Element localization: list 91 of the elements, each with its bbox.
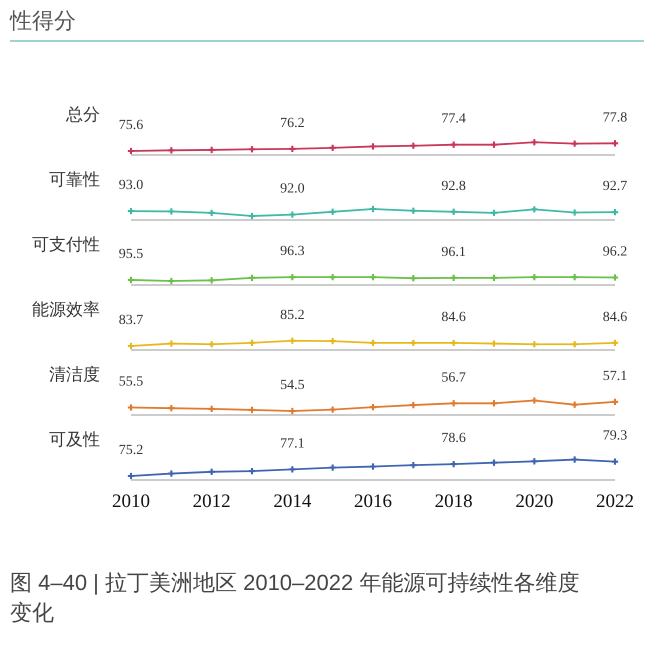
point (572, 456, 578, 463)
point (572, 402, 578, 408)
point (248, 406, 256, 414)
data-label: 83.7 (118, 313, 144, 328)
point (490, 400, 498, 406)
point (490, 210, 498, 216)
data-label: 85.2 (280, 308, 305, 323)
point (612, 209, 618, 216)
x-tick-label: 2018 (434, 491, 473, 512)
point (289, 408, 296, 414)
point (370, 463, 376, 470)
point (612, 140, 618, 146)
text: 性得分 (9, 8, 76, 33)
point (612, 458, 618, 465)
data-label: 96.1 (441, 244, 466, 260)
point (450, 142, 457, 148)
data-label: 57.1 (602, 368, 628, 384)
x-tick-label: 2016 (354, 491, 392, 512)
data-label: 93.0 (118, 178, 144, 194)
point (572, 209, 578, 216)
data-label: 77.1 (280, 436, 305, 452)
x-tick-label: 2020 (515, 491, 554, 512)
x-tick-label: 2012 (192, 491, 231, 512)
point (330, 406, 336, 413)
point (450, 460, 457, 468)
point (531, 458, 538, 464)
point (248, 468, 256, 474)
point (330, 464, 336, 471)
x-tick-label: 2022 (596, 491, 634, 512)
y-axis-title: 可及性 (49, 430, 100, 449)
point (370, 143, 376, 150)
data-label: 75.2 (118, 443, 144, 458)
point (208, 468, 215, 475)
point (330, 208, 336, 215)
point (490, 142, 498, 148)
point (128, 208, 134, 214)
point (410, 208, 416, 214)
y-axis-title: 总分 (65, 105, 100, 124)
point (128, 472, 134, 480)
point (168, 147, 174, 154)
y-axis-title: 能源效率 (32, 300, 100, 319)
point (410, 462, 416, 468)
data-label: 92.8 (441, 178, 466, 194)
point (289, 466, 296, 472)
data-label: 92.0 (280, 182, 305, 197)
data-label: 77.4 (441, 112, 466, 127)
point (289, 146, 296, 152)
point (330, 144, 336, 151)
data-label: 92.7 (602, 179, 628, 194)
y-axis-title: 可靠性 (49, 170, 100, 189)
data-label: 78.6 (441, 431, 466, 446)
data-label: 54.5 (280, 378, 305, 393)
y-axis-title: 可支付性 (32, 235, 100, 254)
x-tick-label: 2010 (112, 491, 150, 512)
data-label: 77.8 (602, 110, 628, 126)
point (410, 142, 416, 149)
point (531, 397, 538, 404)
point (531, 139, 538, 146)
data-label: 75.6 (118, 118, 144, 133)
point (128, 148, 134, 154)
point (531, 206, 538, 212)
data-label: 84.6 (441, 310, 466, 325)
point (248, 146, 256, 152)
data-label: 56.7 (441, 370, 466, 386)
data-label: 96.2 (602, 244, 628, 260)
x-tick-label: 2014 (273, 491, 312, 512)
y-axis-title: 清洁度 (49, 365, 100, 384)
point (128, 404, 134, 411)
data-label: 55.5 (118, 374, 144, 390)
point (289, 211, 296, 218)
point (572, 140, 578, 147)
data-label: 76.2 (280, 116, 305, 131)
point (248, 212, 256, 220)
point (208, 210, 215, 216)
point (168, 208, 174, 215)
point (208, 146, 215, 154)
point (370, 404, 376, 410)
data-label: 84.6 (602, 310, 628, 325)
point (410, 402, 416, 408)
point (208, 406, 215, 412)
point (612, 398, 618, 406)
point (450, 208, 457, 215)
data-label: 96.3 (280, 244, 305, 260)
point (168, 405, 174, 412)
point (168, 470, 174, 477)
point (490, 460, 498, 466)
point (370, 206, 376, 212)
point (450, 400, 457, 406)
data-label: 95.5 (118, 246, 144, 262)
data-label: 79.3 (602, 428, 628, 444)
caption: 图 4–40 | 拉丁美洲地区 2010–2022 年能源可持续性各维度变化 (10, 570, 580, 625)
